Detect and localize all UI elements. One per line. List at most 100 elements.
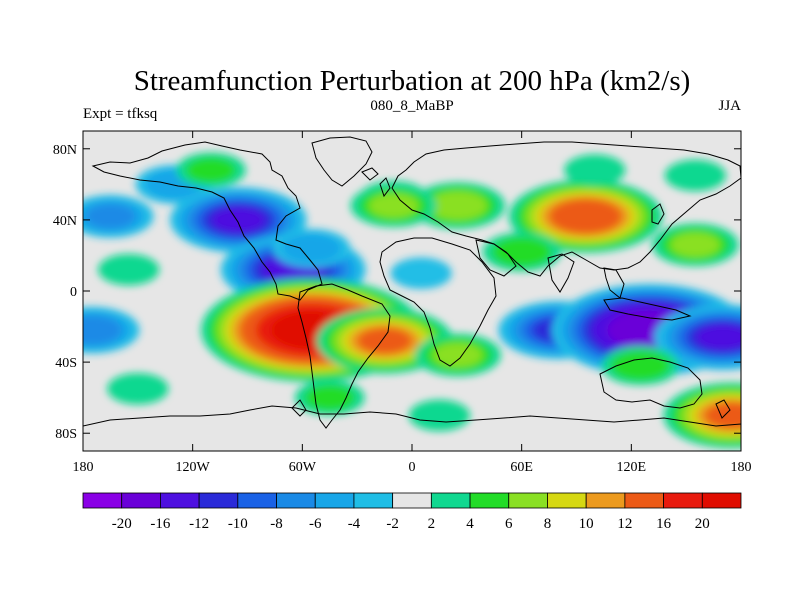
contour-level-fill [368, 193, 419, 218]
north-america-outline [91, 141, 323, 301]
colorbar-label: -16 [150, 516, 170, 532]
colorbar-swatch [663, 492, 703, 509]
x-tick-label: 120W [176, 460, 211, 475]
contour-level-fill [564, 154, 626, 186]
positive-anomaly [410, 182, 506, 229]
antarctica-outline [83, 405, 741, 451]
contour-level-fill [492, 237, 552, 267]
chart-title: Streamfunction Perturbation at 200 hPa (… [134, 65, 691, 97]
positive-anomaly [98, 253, 160, 286]
contour-level-fill [610, 350, 671, 381]
y-tick-label: 0 [70, 285, 77, 300]
colorbar-label: -10 [228, 516, 248, 532]
maritime-continent-outline [603, 297, 692, 321]
contour-level-fill [390, 257, 452, 289]
new-zealand-outline [715, 399, 731, 419]
positive-anomaly [601, 346, 680, 386]
contour-level-fill [428, 191, 488, 221]
x-tick-label: 60W [289, 460, 317, 475]
x-tick-label: 0 [409, 460, 416, 475]
y-axis: 80N 40N 0 40S 80S [53, 143, 741, 442]
colorbar-label: 8 [544, 516, 552, 532]
y-tick-label: 80S [55, 427, 77, 442]
negative-anomaly [390, 257, 452, 289]
positive-anomaly [663, 382, 741, 449]
negative-anomaly [654, 304, 741, 371]
x-tick-label: 120E [617, 460, 647, 475]
positive-anomaly [350, 184, 437, 228]
colorbar-swatch [237, 492, 277, 509]
x-tick-label: 180 [731, 460, 752, 475]
colorbar-swatch [82, 492, 123, 509]
season-label: JJA [718, 98, 741, 114]
x-tick-label: 60E [510, 460, 533, 475]
positive-anomaly [664, 159, 726, 192]
colorbar-swatch [585, 492, 626, 509]
contour-level-fill [98, 253, 160, 286]
colorbar: -20 -16 -12 -10 -8 -6 -4 -2 2 4 6 8 10 12 16 20 [82, 492, 742, 532]
colorbar-swatch [198, 492, 239, 509]
time-period-label: 080_8_MaBP [370, 98, 453, 114]
colorbar-label: -6 [309, 516, 322, 532]
colorbar-label: 12 [617, 516, 632, 532]
colorbar-swatch [624, 492, 664, 509]
contour-level-fill [107, 373, 169, 405]
contour-level-fill [670, 232, 721, 258]
contour-level-fill [695, 324, 741, 351]
contour-map [83, 131, 741, 451]
contour-level-fill [432, 342, 483, 368]
india-outline [547, 253, 575, 293]
colorbar-swatch [276, 492, 316, 509]
y-tick-label: 40N [53, 214, 77, 229]
positive-anomaly [508, 179, 663, 253]
colorbar-swatch [547, 492, 587, 509]
negative-anomaly [169, 187, 307, 253]
positive-anomaly [564, 154, 626, 186]
y-tick-label: 40S [55, 356, 77, 371]
positive-anomaly [414, 333, 501, 377]
greenland-outline [311, 136, 373, 187]
colorbar-label: -4 [348, 516, 361, 532]
colorbar-label: 10 [579, 516, 594, 532]
colorbar-swatch [353, 492, 394, 509]
arabia-outline [475, 239, 517, 277]
negative-anomaly [83, 194, 154, 238]
positive-anomaly [294, 380, 365, 416]
positive-anomaly [107, 373, 169, 405]
x-axis: 180 120W 60W 0 60E 120E 180 [73, 131, 752, 475]
colorbar-label: -8 [270, 516, 283, 532]
colorbar-label: -2 [386, 516, 399, 532]
contour-level-fill [281, 233, 342, 264]
negative-anomaly [272, 228, 351, 268]
colorbar-swatch [392, 492, 432, 509]
continent-outlines [83, 136, 741, 451]
africa-outline [379, 237, 497, 367]
contour-level-fill [357, 327, 412, 354]
experiment-label: Expt = tfksq [83, 106, 158, 122]
colorbar-swatch [121, 492, 161, 509]
contour-level-fill [186, 157, 236, 183]
antarctic-peninsula-outline [291, 399, 307, 417]
colorbar-label: -12 [189, 516, 209, 532]
negative-anomaly [83, 306, 140, 354]
britain-outline [379, 177, 391, 198]
colorbar-swatch [469, 492, 510, 509]
contour-level-fill [408, 399, 471, 432]
colorbar-label: -20 [112, 516, 132, 532]
colorbar-swatch [701, 492, 742, 509]
colorbar-swatch [430, 492, 471, 509]
colorbar-label: 6 [505, 516, 513, 532]
positive-anomaly [176, 152, 246, 188]
south-america-outline [297, 283, 391, 429]
colorbar-label: 2 [428, 516, 436, 532]
positive-anomaly [482, 232, 561, 272]
colorbar-swatch [508, 492, 548, 509]
japan-outline [651, 203, 665, 225]
contour-level-fill [83, 315, 122, 345]
contour-level-fill [304, 385, 355, 411]
contour-level-fill [211, 207, 266, 233]
colorbar-label: 16 [656, 516, 672, 532]
australia-outline [599, 357, 703, 409]
y-tick-label: 80N [53, 143, 77, 158]
